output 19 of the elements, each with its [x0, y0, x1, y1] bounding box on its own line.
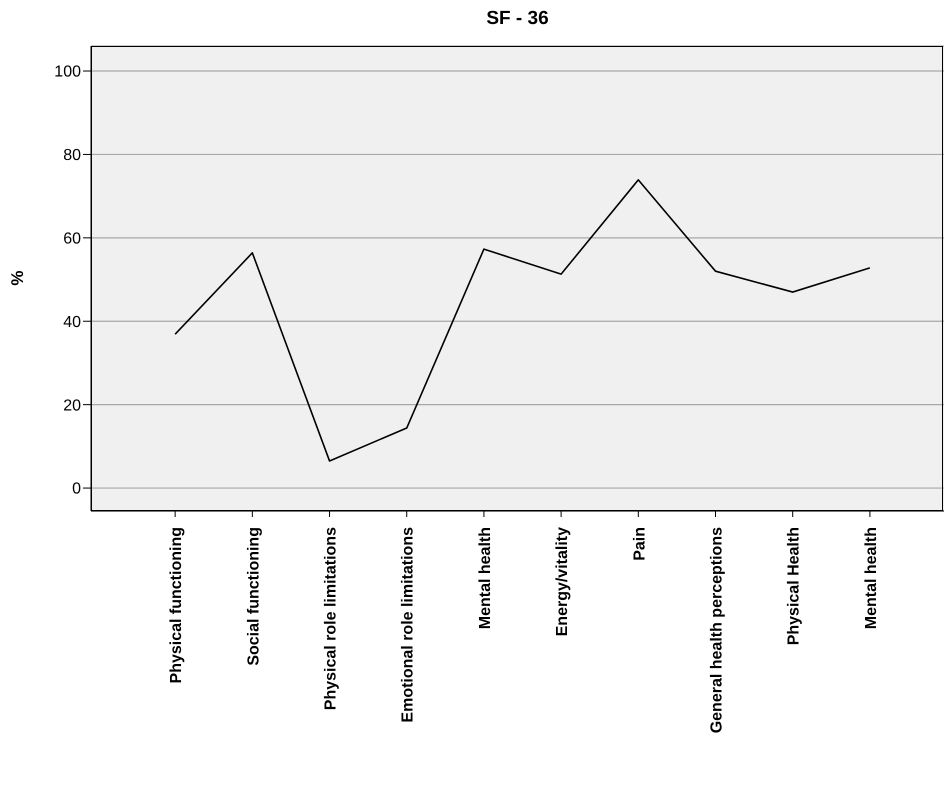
y-tick-label: 20 — [63, 397, 82, 414]
y-tick-label: 0 — [72, 480, 82, 498]
y-tick-label: 100 — [54, 64, 82, 81]
y-tick-label: 80 — [63, 147, 82, 164]
x-tick-label: Energy/vitality — [554, 526, 572, 636]
y-axis-title: % — [8, 270, 28, 286]
chart-title: SF - 36 — [485, 8, 550, 30]
y-tick-label: 60 — [63, 230, 82, 248]
x-tick-label: Social functioning — [245, 527, 262, 666]
x-tick-label: Pain — [631, 527, 648, 561]
x-tick-label: Mental health — [862, 527, 880, 630]
x-tick-label: Mental health — [476, 527, 494, 630]
x-tick-label: Physical Health — [786, 527, 803, 646]
x-tick-label: Physical role limitations — [322, 526, 340, 710]
x-tick-label: Physical functioning — [168, 527, 186, 684]
line-series — [174, 179, 871, 462]
x-tick-label: General health perceptions — [708, 526, 726, 734]
y-tick-label: 40 — [63, 314, 82, 331]
x-tick-label: Emotional role limitations — [400, 526, 417, 723]
